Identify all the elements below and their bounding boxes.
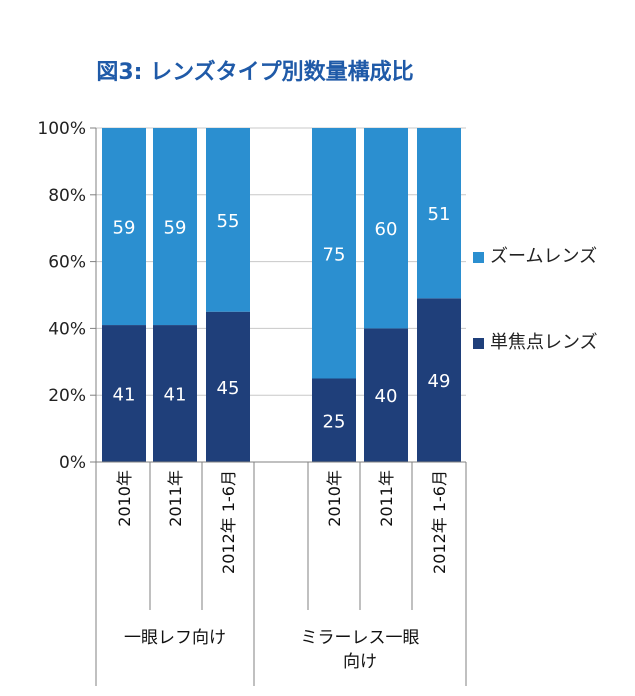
bar-prime xyxy=(206,311,250,462)
category-label: 2012年 1-6月 xyxy=(430,470,449,574)
bar-zoom xyxy=(364,128,408,329)
data-label: 55 xyxy=(217,211,240,232)
data-label: 25 xyxy=(323,411,346,432)
data-label: 41 xyxy=(113,385,136,406)
legend-label: ズームレンズ xyxy=(490,246,597,267)
data-label: 41 xyxy=(164,385,187,406)
y-tick-label: 20% xyxy=(48,386,86,406)
y-tick-label: 80% xyxy=(48,186,86,206)
y-tick-label: 60% xyxy=(48,253,86,273)
bar-prime xyxy=(364,328,408,462)
data-label: 60 xyxy=(375,219,398,240)
legend-label: 単焦点レンズ xyxy=(490,332,598,353)
y-tick-label: 0% xyxy=(59,453,86,473)
group-label: ミラーレス一眼 xyxy=(301,628,420,648)
legend-swatch xyxy=(473,252,484,263)
data-label: 40 xyxy=(375,386,398,407)
bar-zoom xyxy=(206,128,250,312)
bar-zoom xyxy=(102,128,146,326)
data-label: 51 xyxy=(428,204,451,225)
category-label: 2010年 xyxy=(325,470,344,527)
data-label: 59 xyxy=(164,218,187,239)
chart-title: 図3: レンズタイプ別数量構成比 xyxy=(96,60,414,85)
legend-swatch xyxy=(473,338,484,349)
y-tick-label: 40% xyxy=(48,319,86,339)
group-label: 向け xyxy=(343,652,377,672)
bar-zoom xyxy=(312,128,356,379)
data-label: 75 xyxy=(323,244,346,265)
bar-zoom xyxy=(417,128,461,299)
data-label: 45 xyxy=(217,378,240,399)
category-label: 2010年 xyxy=(115,470,134,527)
bar-prime xyxy=(153,325,197,462)
category-label: 2011年 xyxy=(166,470,185,527)
data-label: 59 xyxy=(113,218,136,239)
category-label: 2011年 xyxy=(377,470,396,527)
bar-zoom xyxy=(153,128,197,326)
group-label: 一眼レフ向け xyxy=(124,628,226,648)
y-tick-label: 100% xyxy=(37,119,86,139)
data-label: 49 xyxy=(428,371,451,392)
category-label: 2012年 1-6月 xyxy=(219,470,238,574)
bar-prime xyxy=(417,298,461,462)
bar-prime xyxy=(102,325,146,462)
bar-prime xyxy=(312,378,356,462)
